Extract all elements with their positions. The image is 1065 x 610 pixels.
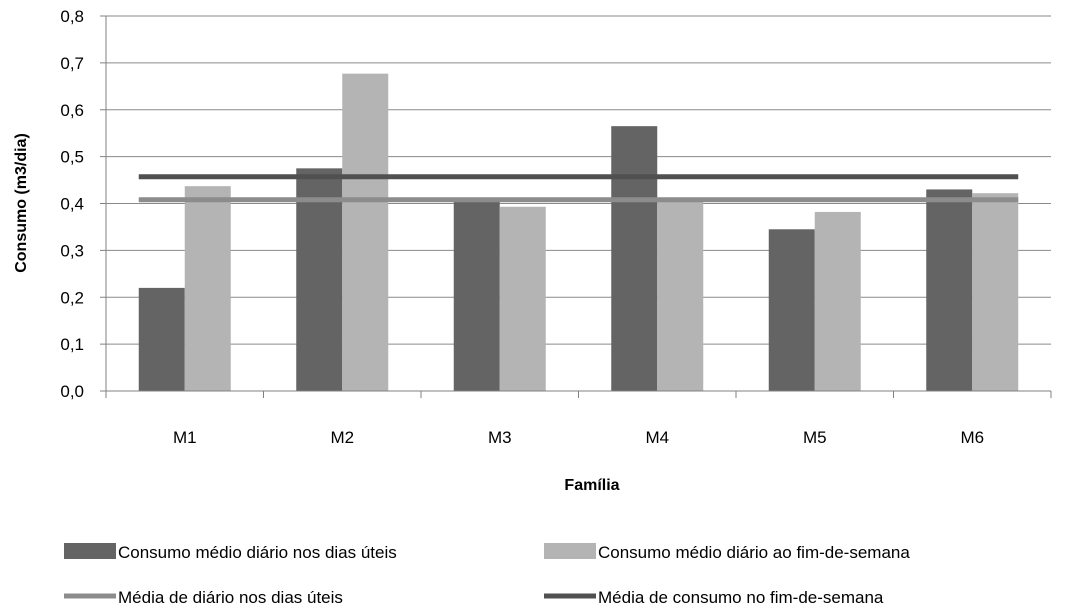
y-axis-title: Consumo (m3/dia) bbox=[13, 133, 30, 273]
x-tick-label: M2 bbox=[330, 428, 354, 447]
average-lines bbox=[138, 174, 1019, 203]
bar-m1-series-1 bbox=[138, 287, 185, 391]
y-tick-label: 0,0 bbox=[60, 382, 84, 401]
legend-item-4: Média de consumo no fim-de-semana bbox=[544, 588, 884, 607]
bar-m1-series-2 bbox=[184, 186, 231, 391]
y-tick-label: 0,8 bbox=[60, 7, 84, 26]
bars bbox=[138, 73, 1019, 391]
bar-m2-series-1 bbox=[296, 168, 343, 391]
bar-m5-series-1 bbox=[768, 229, 815, 391]
x-axis-title: Família bbox=[564, 477, 619, 494]
legend-label: Média de diário nos dias úteis bbox=[118, 588, 343, 607]
y-tick-label: 0,1 bbox=[60, 335, 84, 354]
bar-m4-series-1 bbox=[611, 126, 658, 391]
y-tick-label: 0,3 bbox=[60, 241, 84, 260]
bar-m5-series-2 bbox=[814, 211, 861, 391]
y-tick-label: 0,5 bbox=[60, 148, 84, 167]
x-tick-label: M3 bbox=[488, 428, 512, 447]
gridlines bbox=[106, 15, 1051, 345]
bar-m2-series-2 bbox=[342, 73, 389, 391]
y-tick-label: 0,2 bbox=[60, 288, 84, 307]
axes: 0,0 0,1 0,2 0,3 0,4 0,5 0,6 0,7 0,8 M1 M2 M3 M4 M5 M6 bbox=[60, 7, 1052, 447]
y-tick-label: 0,6 bbox=[60, 101, 84, 120]
legend-label: Consumo médio diário nos dias úteis bbox=[118, 543, 397, 562]
legend-item-2: Consumo médio diário ao fim-de-semana bbox=[544, 543, 910, 562]
bar-m4-series-2 bbox=[657, 201, 704, 391]
x-tick-label: M5 bbox=[803, 428, 827, 447]
y-tick-label: 0,7 bbox=[60, 54, 84, 73]
legend-label: Consumo médio diário ao fim-de-semana bbox=[598, 543, 910, 562]
bar-m3-series-2 bbox=[499, 206, 546, 391]
x-tick-label: M6 bbox=[960, 428, 984, 447]
legend-item-1: Consumo médio diário nos dias úteis bbox=[64, 543, 397, 562]
y-tick-label: 0,4 bbox=[60, 195, 84, 214]
legend-label: Média de consumo no fim-de-semana bbox=[598, 588, 884, 607]
bar-m6-series-2 bbox=[972, 193, 1019, 391]
legend-swatch bbox=[64, 543, 116, 559]
x-tick-label: M4 bbox=[645, 428, 669, 447]
legend-swatch bbox=[544, 543, 596, 559]
legend-item-3: Média de diário nos dias úteis bbox=[64, 588, 343, 607]
bar-m3-series-1 bbox=[453, 198, 500, 391]
legend: Consumo médio diário nos dias úteis Consu… bbox=[64, 543, 910, 607]
bar-m6-series-1 bbox=[926, 189, 973, 391]
x-tick-label: M1 bbox=[173, 428, 197, 447]
